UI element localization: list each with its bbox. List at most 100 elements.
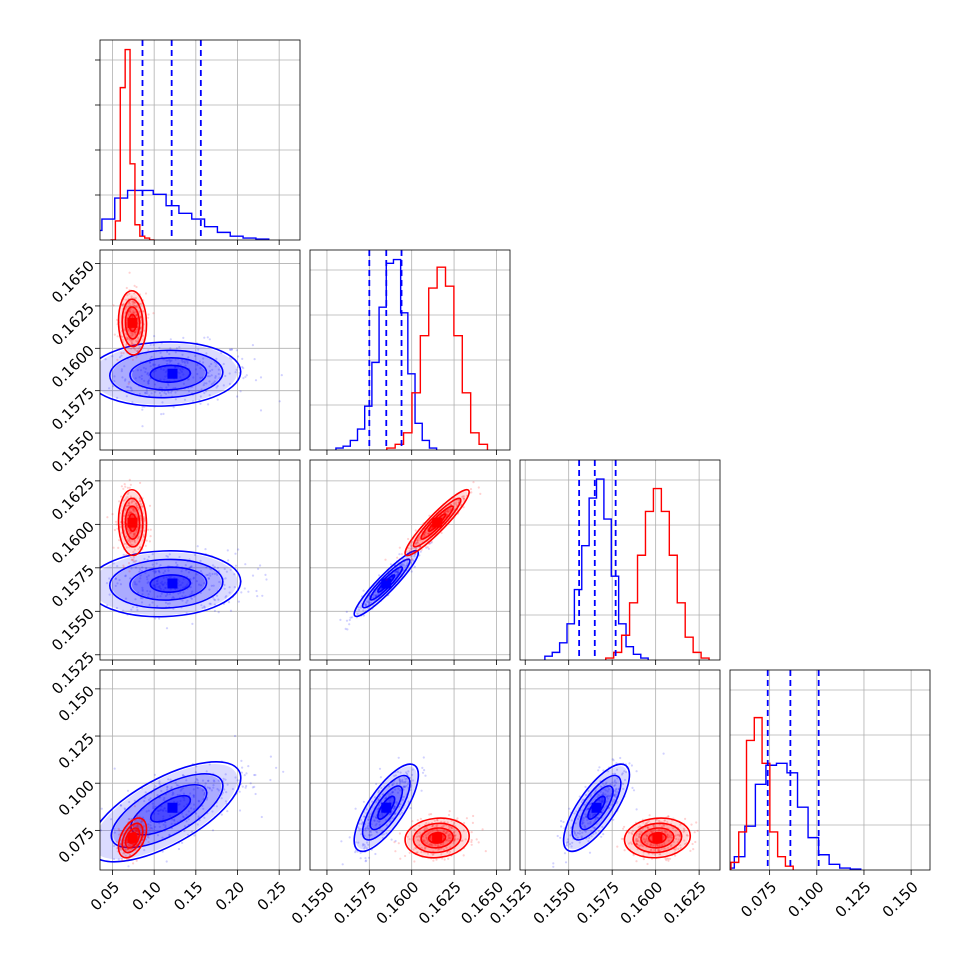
blue-sample-point bbox=[395, 571, 398, 574]
blue-sample-point bbox=[140, 374, 143, 377]
blue-sample-point bbox=[564, 861, 568, 864]
blue-sample-point bbox=[172, 406, 175, 409]
blue-sample-point bbox=[578, 815, 581, 818]
red-sample-point bbox=[131, 342, 134, 345]
blue-sample-point bbox=[385, 832, 388, 835]
red-sample-point bbox=[139, 303, 142, 306]
blue-sample-point bbox=[385, 796, 388, 799]
red-sample-point bbox=[128, 546, 131, 549]
blue-sample-point bbox=[407, 783, 410, 786]
blue-sample-point bbox=[420, 789, 423, 792]
blue-sample-point bbox=[602, 769, 605, 772]
blue-sample-point bbox=[158, 822, 161, 825]
red-sample-point bbox=[657, 843, 661, 846]
red-sample-point bbox=[420, 846, 423, 849]
blue-sample-point bbox=[200, 604, 203, 607]
red-sample-point bbox=[639, 844, 642, 847]
red-sample-point bbox=[641, 831, 644, 834]
blue-sample-point bbox=[198, 583, 201, 586]
blue-sample-point bbox=[367, 827, 370, 830]
red-sample-point bbox=[631, 830, 634, 833]
red-sample-point bbox=[651, 844, 655, 847]
blue-sample-point bbox=[403, 781, 406, 784]
panel-frame bbox=[309, 459, 511, 661]
y-tick-label: 0.1575 bbox=[48, 384, 98, 434]
red-sample-point bbox=[139, 499, 142, 502]
red-sample-point bbox=[132, 550, 135, 554]
blue-sample-point bbox=[379, 776, 382, 779]
blue-sample-point bbox=[605, 800, 608, 803]
red-sample-point bbox=[139, 529, 142, 533]
blue-sample-point bbox=[211, 572, 214, 576]
blue-sample-point bbox=[154, 369, 157, 372]
blue-sample-point bbox=[165, 359, 168, 362]
red-sample-point bbox=[135, 306, 138, 309]
red-sample-point bbox=[131, 847, 135, 850]
red-sample-point bbox=[133, 560, 137, 563]
blue-sample-point bbox=[358, 829, 361, 832]
red-sample-point bbox=[142, 535, 145, 538]
blue-sample-point bbox=[384, 818, 388, 822]
blue-sample-point bbox=[143, 379, 146, 382]
red-sample-point bbox=[638, 836, 641, 839]
blue-sample-point bbox=[367, 816, 370, 819]
blue-sample-point bbox=[168, 553, 171, 556]
density-peak bbox=[432, 832, 443, 843]
blue-sample-point bbox=[149, 826, 152, 830]
red-sample-point bbox=[132, 311, 136, 314]
blue-sample-point bbox=[390, 791, 394, 794]
blue-sample-point bbox=[147, 593, 150, 596]
red-sample-point bbox=[130, 347, 133, 350]
blue-sample-point bbox=[200, 388, 203, 391]
blue-sample-point bbox=[602, 809, 605, 812]
blue-sample-point bbox=[151, 827, 154, 830]
blue-sample-point bbox=[175, 366, 178, 369]
blue-sample-point bbox=[411, 768, 414, 771]
blue-sample-point bbox=[247, 765, 250, 768]
blue-sample-point bbox=[206, 375, 210, 378]
red-sample-point bbox=[125, 286, 128, 290]
blue-sample-point bbox=[244, 563, 247, 566]
blue-contour bbox=[587, 795, 606, 820]
red-sample-point bbox=[427, 831, 430, 835]
blue-sample-point bbox=[220, 813, 223, 816]
density-peak bbox=[432, 517, 443, 528]
blue-sample-point bbox=[123, 365, 126, 368]
blue-sample-point bbox=[239, 390, 242, 393]
red-sample-point bbox=[665, 859, 668, 862]
blue-sample-point bbox=[377, 798, 380, 801]
red-sample-point bbox=[418, 539, 421, 542]
red-sample-point bbox=[677, 834, 680, 837]
blue-sample-point bbox=[241, 766, 244, 769]
blue-sample-point bbox=[153, 584, 156, 587]
red-sample-point bbox=[439, 842, 443, 846]
blue-sample-point bbox=[179, 799, 182, 803]
blue-sample-point bbox=[364, 603, 367, 606]
panel-frame bbox=[309, 249, 511, 451]
blue-sample-point bbox=[203, 382, 206, 385]
panel-0-0 bbox=[95, 39, 301, 245]
blue-sample-point bbox=[131, 401, 134, 404]
red-sample-point bbox=[118, 539, 121, 542]
blue-sample-point bbox=[400, 562, 403, 565]
blue-sample-point bbox=[367, 818, 370, 821]
blue-sample-point bbox=[216, 594, 219, 597]
blue-sample-point bbox=[421, 771, 425, 774]
red-sample-point bbox=[637, 826, 640, 829]
red-sample-point bbox=[425, 534, 428, 537]
blue-sample-point bbox=[190, 565, 193, 568]
blue-sample-point bbox=[613, 794, 616, 797]
blue-sample-point bbox=[573, 831, 576, 834]
red-sample-point bbox=[130, 511, 133, 514]
blue-sample-point bbox=[373, 819, 376, 822]
red-sample-point bbox=[128, 853, 131, 856]
blue-sample-point bbox=[182, 578, 185, 581]
blue-sample-point bbox=[210, 383, 213, 386]
red-sample-point bbox=[682, 827, 686, 831]
blue-sample-point bbox=[224, 800, 228, 803]
blue-sample-point bbox=[138, 580, 141, 583]
panel-frame bbox=[99, 459, 301, 661]
red-sample-point bbox=[477, 486, 480, 489]
blue-sample-point bbox=[395, 782, 399, 785]
blue-sample-point bbox=[162, 576, 165, 580]
